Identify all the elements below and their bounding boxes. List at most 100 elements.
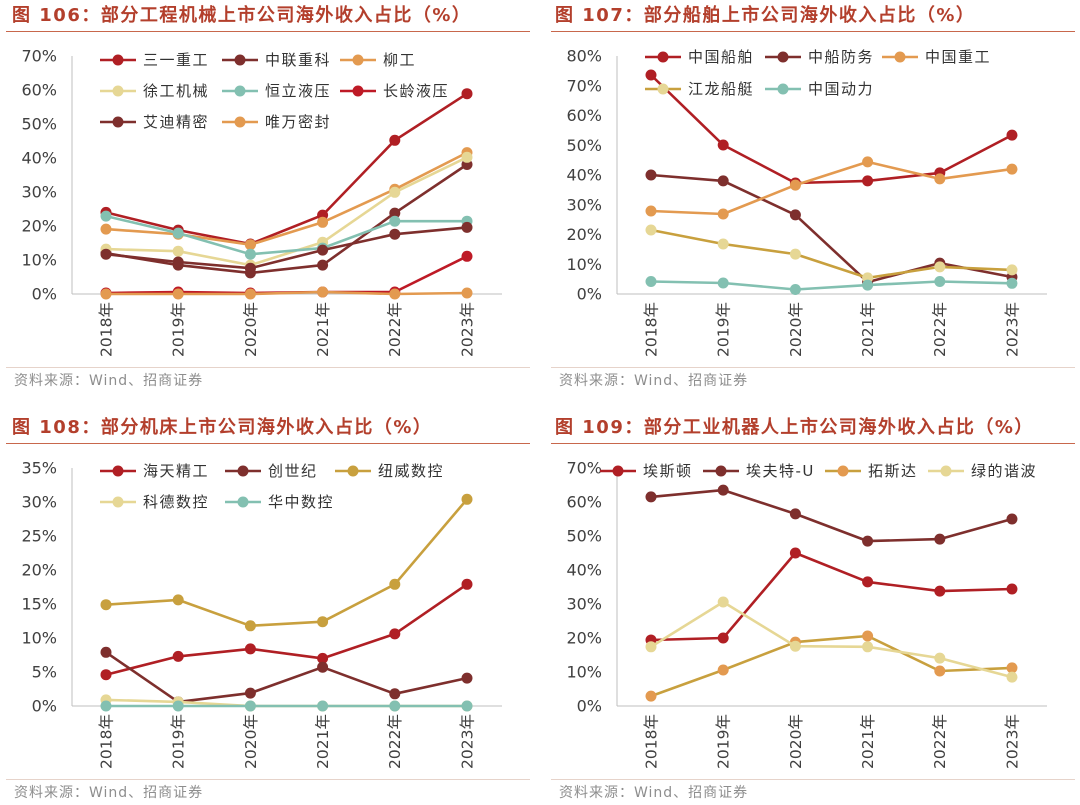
line-chart: 0% 10% 20% 30% 40% 50% 60% 70% 80% 2018年 2019年 2020… [566, 47, 1047, 357]
series-1-point-3 [317, 661, 329, 673]
series-6-point-4 [389, 228, 401, 240]
legend-swatch-marker [612, 465, 624, 477]
series-4-point-3 [317, 700, 329, 712]
y-tick-label-3: 15% [21, 595, 57, 614]
legend-item-0: 埃斯顿 [600, 462, 693, 480]
y-tick-label-5: 25% [21, 527, 57, 546]
legend-item-3: 江龙船艇 [645, 80, 754, 98]
series-2-point-0 [645, 690, 657, 702]
series-4-point-4 [389, 215, 401, 227]
series-2-point-3 [317, 616, 329, 628]
series-1 [645, 484, 1018, 547]
legend-item-1: 中联重科 [222, 51, 330, 69]
y-tick-label-8: 80% [566, 47, 602, 66]
legend-label: 中国船舶 [688, 48, 754, 66]
series-1-line [649, 173, 1014, 284]
series-0-line [649, 551, 1014, 642]
legend-label: 江龙船艇 [688, 80, 754, 98]
series-3-point-1 [717, 238, 729, 250]
series-3-line [104, 156, 469, 267]
legend-label: 绿的谐波 [971, 462, 1037, 480]
y-tick-label-6: 60% [566, 106, 602, 125]
series-2-line [649, 160, 1014, 216]
x-tick-label-2: 2020年 [787, 714, 805, 769]
title-underline [551, 31, 1075, 32]
series-2-line [649, 634, 1014, 698]
y-tick-label-6: 60% [566, 493, 602, 512]
legend-item-3: 科德数控 [100, 493, 208, 511]
legend-swatch-marker [112, 116, 124, 128]
x-tick-label-5: 2023年 [458, 302, 476, 357]
series-2-line [104, 498, 469, 628]
legend-item-7: 唯万密封 [222, 113, 330, 131]
series-4-point-5 [461, 700, 473, 712]
line-chart: 0% 10% 20% 30% 40% 50% 60% 70% 2018年 2019年 2020年 20… [21, 47, 502, 357]
series-4-point-0 [645, 276, 657, 287]
legend-item-1: 创世纪 [225, 462, 316, 480]
x-tick-label-5: 2023年 [1003, 714, 1021, 769]
x-tick-label-2: 2020年 [242, 714, 260, 769]
series-3-point-4 [934, 652, 946, 664]
legend-label: 恒立液压 [265, 82, 331, 100]
legend-swatch-marker [777, 51, 789, 63]
legend-label: 埃斯顿 [643, 462, 693, 480]
legend-item-2: 柳工 [340, 51, 415, 69]
series-0-line [104, 583, 469, 677]
figure-panel-108: 图 108：部分机床上市公司海外收入占比（%） 0% 5% 10% 15% 20% 25%… [0, 412, 535, 805]
y-tick-label-7: 70% [21, 47, 57, 66]
y-tick-label-7: 70% [566, 76, 602, 95]
y-tick-label-0: 0% [577, 697, 602, 716]
source-note: 资料来源：Wind、招商证券 [559, 785, 749, 801]
y-tick-label-3: 30% [21, 183, 57, 202]
series-4-line [649, 280, 1014, 291]
series-5-point-5 [461, 250, 473, 262]
series-2-point-4 [389, 578, 401, 590]
series-6-point-5 [461, 221, 473, 233]
series-0-line [649, 73, 1014, 185]
series-6-point-1 [172, 256, 184, 268]
legend-label: 埃夫特-U [746, 462, 815, 480]
legend-item-3: 绿的谐波 [928, 462, 1037, 480]
legend-swatch-marker [112, 465, 124, 477]
legend-swatch-marker [237, 496, 249, 508]
series-4-point-0 [100, 210, 112, 222]
series-2-line [104, 151, 469, 246]
legend-swatch-marker [112, 496, 124, 508]
series-4-point-1 [717, 277, 729, 289]
source-note: 资料来源：Wind、招商证券 [559, 373, 749, 389]
series-7-point-2 [244, 288, 256, 300]
figure-title: 图 107：部分船舶上市公司海外收入占比（%） [555, 5, 976, 26]
legend-item-0: 海天精工 [100, 462, 208, 480]
series-0-point-2 [244, 643, 256, 655]
legend-swatch-marker [352, 54, 364, 66]
figure-title: 图 106：部分工程机械上市公司海外收入占比（%） [12, 5, 472, 26]
series-2-point-3 [862, 630, 874, 642]
y-tick-label-5: 50% [566, 527, 602, 546]
x-tick-label-1: 2019年 [170, 714, 188, 769]
series-2-point-5 [1006, 662, 1018, 674]
series-0-point-3 [317, 652, 329, 664]
series-7 [100, 286, 473, 300]
series-4-line [104, 214, 469, 256]
series-1-point-5 [461, 672, 473, 684]
legend-swatch-marker [715, 465, 727, 477]
series-2-point-0 [645, 205, 657, 217]
x-tick-label-0: 2018年 [97, 714, 115, 769]
legend-label: 中船防务 [808, 48, 874, 66]
series-3-point-1 [172, 245, 184, 257]
y-tick-label-0: 0% [32, 697, 57, 716]
series-3 [645, 596, 1018, 683]
series-0-point-4 [389, 628, 401, 640]
series-3-line [649, 228, 1014, 280]
series-0-point-2 [789, 547, 801, 559]
series-2-point-1 [172, 594, 184, 606]
series-1-point-2 [789, 209, 801, 221]
series-7-point-5 [461, 287, 473, 299]
source-divider [6, 779, 530, 780]
y-tick-label-1: 10% [566, 663, 602, 682]
figure-title: 图 109：部分工业机器人上市公司海外收入占比（%） [555, 417, 1034, 438]
series-3-point-2 [789, 640, 801, 652]
legend-swatch-marker [777, 83, 789, 95]
series-1-point-5 [1006, 513, 1018, 525]
x-tick-label-0: 2018年 [642, 302, 660, 357]
